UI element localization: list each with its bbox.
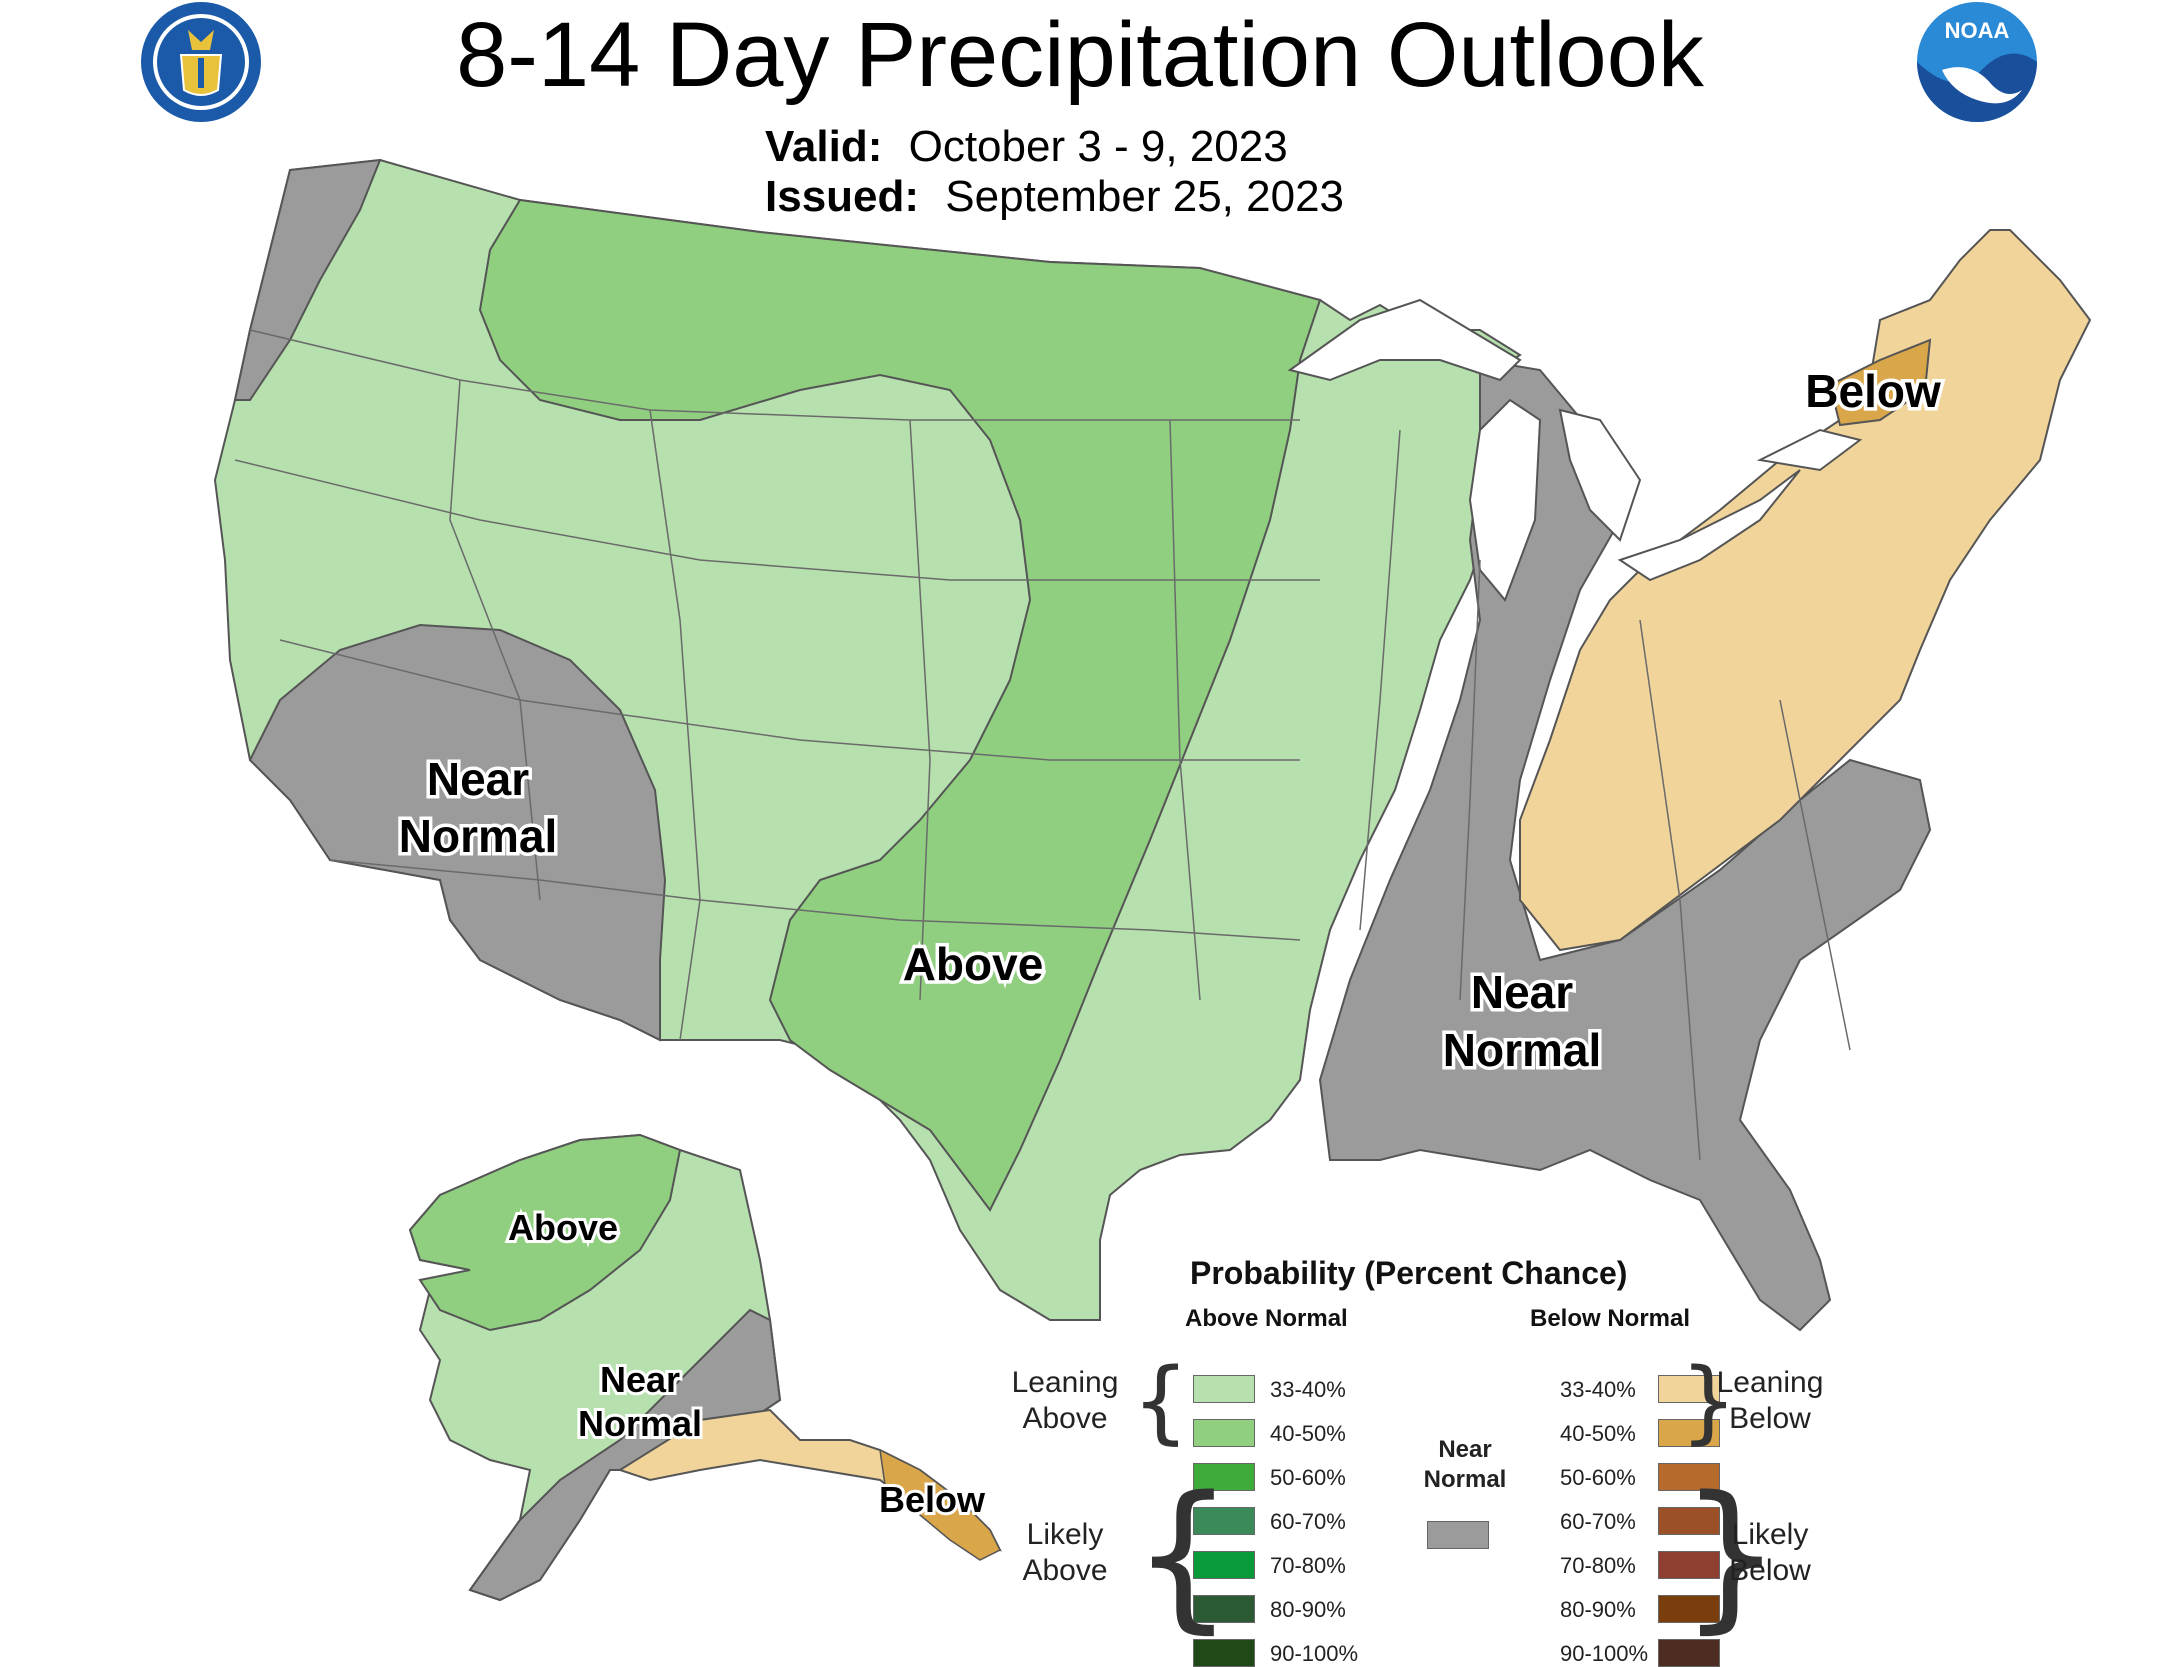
legend-above-label-2: 50-60%	[1270, 1465, 1346, 1490]
noaa-text: NOAA	[1945, 18, 2010, 43]
likely-above-line1: Likely	[1026, 1518, 1104, 1551]
legend-below-swatch-1	[1658, 1419, 1720, 1447]
brace-likely-below: }	[1680, 1461, 1782, 1648]
label-near-ak-1: Near	[600, 1359, 680, 1400]
legend-leaning-above: Leaning Above	[990, 1365, 1140, 1437]
legend-below-label-5: 80-90%	[1560, 1597, 1636, 1622]
brace-leaning-below: }	[1680, 1349, 1738, 1454]
leaning-below-line1: Leaning	[1716, 1366, 1824, 1399]
likely-above-line2: Above	[1022, 1554, 1108, 1587]
legend-above-header: Above Normal	[1185, 1305, 1348, 1332]
leaning-above-line1: Leaning	[1011, 1366, 1119, 1399]
issued-label: Issued:	[765, 172, 920, 221]
near-normal-line1: Near	[1438, 1436, 1492, 1463]
legend-leaning-below: Leaning Below	[1590, 1365, 1950, 1437]
legend-near-swatch	[1427, 1521, 1489, 1549]
label-near-east-1: Near	[1471, 966, 1573, 1018]
issued-line: Issued: September 25, 2023	[765, 172, 1344, 222]
conus-below-region	[1519, 229, 2092, 952]
label-above-conus: Above	[903, 938, 1044, 990]
legend-above-label-1: 40-50%	[1270, 1421, 1346, 1446]
brace-likely-above: {	[1132, 1461, 1234, 1648]
conus-below-dark-region	[1828, 338, 1932, 427]
alaska-above-region	[408, 1133, 682, 1332]
legend-below-swatch-5	[1658, 1595, 1720, 1623]
legend-above-label-6: 90-100%	[1270, 1641, 1359, 1666]
legend-above-label-0: 33-40%	[1270, 1377, 1346, 1402]
legend-above-swatch-5	[1193, 1595, 1255, 1623]
noaa-logo-icon: NOAA	[1917, 2, 2037, 122]
likely-below-line1: Likely	[1731, 1518, 1809, 1551]
legend-below-label-3: 60-70%	[1560, 1509, 1636, 1534]
valid-line: Valid: October 3 - 9, 2023	[765, 122, 1288, 172]
leaning-above-line2: Above	[1022, 1402, 1108, 1435]
legend-below-label-0: 33-40%	[1560, 1377, 1636, 1402]
label-near-east-2: Normal	[1443, 1024, 1601, 1076]
legend-below-swatch-4	[1658, 1551, 1720, 1579]
near-normal-line2: Normal	[1423, 1466, 1507, 1493]
conus-above-dark-region	[478, 198, 1322, 1212]
legend-below-swatch-2	[1658, 1463, 1720, 1491]
label-below-ak: Below	[879, 1479, 986, 1520]
label-near-west-2: Normal	[399, 810, 557, 862]
brace-leaning-above: {	[1132, 1349, 1190, 1454]
legend-above-label-5: 80-90%	[1270, 1597, 1346, 1622]
legend-likely-above: Likely Above	[990, 1517, 1140, 1589]
map-title: 8-14 Day Precipitation Outlook	[456, 4, 1704, 106]
leaning-below-line2: Below	[1729, 1402, 1811, 1435]
legend-below-header: Below Normal	[1530, 1305, 1691, 1332]
legend-title: Probability (Percent Chance)	[1190, 1255, 1628, 1291]
doc-seal-icon	[141, 2, 261, 122]
legend-above-swatch-1	[1193, 1419, 1255, 1447]
state-boundaries	[234, 329, 1851, 1161]
great-lakes	[1287, 298, 1863, 602]
legend-above-swatch-0	[1193, 1375, 1255, 1403]
valid-value: October 3 - 9, 2023	[908, 122, 1288, 171]
legend-above-swatch-3	[1193, 1507, 1255, 1535]
label-below-conus: Below	[1805, 365, 1941, 417]
legend-near-normal: Near Normal	[1410, 1435, 1520, 1495]
legend-below-label-4: 70-80%	[1560, 1553, 1636, 1578]
legend-above-label-3: 60-70%	[1270, 1509, 1346, 1534]
legend-above-label-4: 70-80%	[1270, 1553, 1346, 1578]
label-near-west-1: Near	[427, 753, 529, 805]
alaska-below-dark-region	[879, 1448, 1002, 1561]
legend-above-swatch-2	[1193, 1463, 1255, 1491]
legend-above-swatch-4	[1193, 1551, 1255, 1579]
legend-below-swatch-0	[1658, 1375, 1720, 1403]
legend-likely-below: Likely Below	[1590, 1517, 1950, 1589]
conus-near-coast-region	[233, 158, 382, 401]
legend-below-label-6: 90-100%	[1560, 1641, 1649, 1666]
label-above-ak: Above	[508, 1207, 618, 1248]
issued-value: September 25, 2023	[945, 172, 1345, 221]
legend-below-swatch-3	[1658, 1507, 1720, 1535]
legend-below-label-1: 40-50%	[1560, 1421, 1636, 1446]
likely-below-line2: Below	[1729, 1554, 1811, 1587]
label-near-ak-2: Normal	[578, 1403, 702, 1444]
conus-near-east-region	[1318, 358, 1932, 1332]
valid-label: Valid:	[765, 122, 883, 171]
conus-near-west-region	[248, 623, 667, 1042]
legend-below-label-2: 50-60%	[1560, 1465, 1636, 1490]
legend: Probability (Percent Chance) Above Norma…	[990, 1245, 1823, 1667]
